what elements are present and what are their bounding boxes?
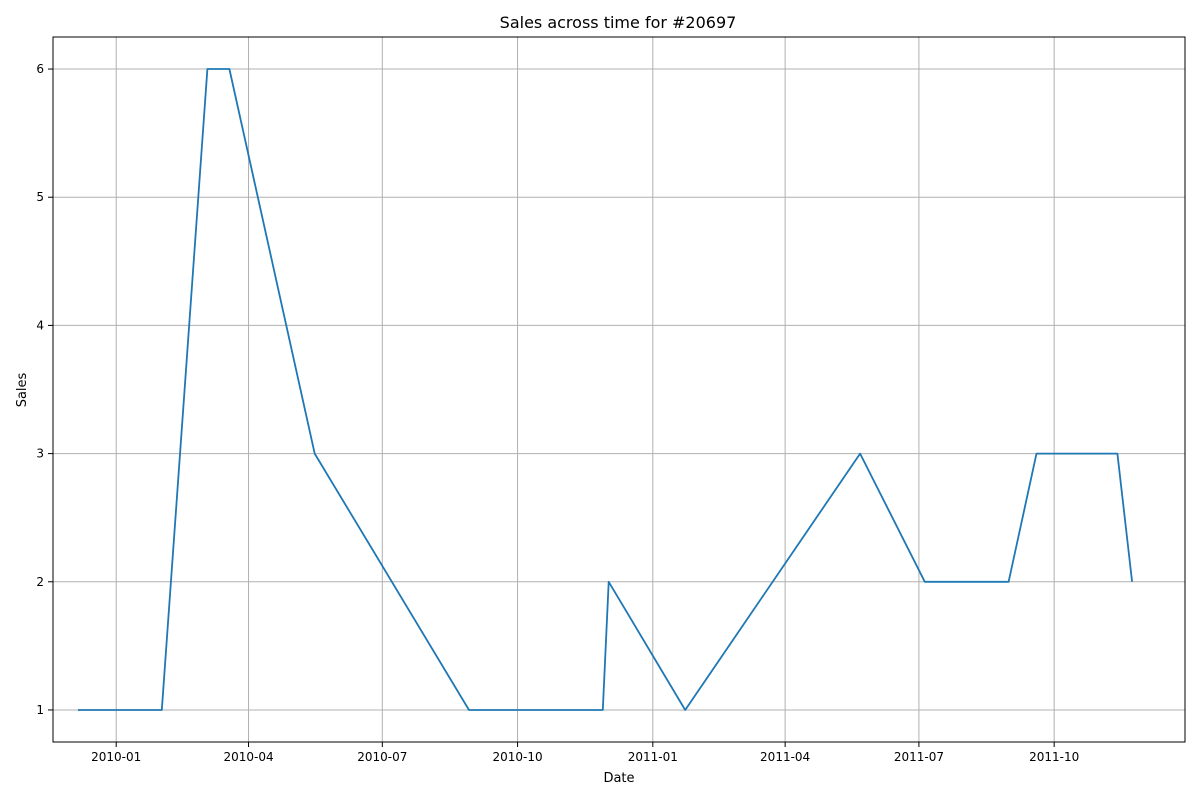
grid-layer (53, 37, 1185, 742)
y-tick-label: 4 (36, 318, 44, 332)
x-tick-label: 2010-07 (357, 750, 407, 764)
x-tick-label: 2011-07 (894, 750, 944, 764)
x-tick-label: 2010-10 (492, 750, 542, 764)
x-tick-label: 2011-10 (1029, 750, 1079, 764)
y-tick-label: 1 (36, 703, 44, 717)
tick-layer: 2010-01 2010-04 2010-07 2010-10 2011-01 2011-… (36, 62, 1079, 764)
x-tick-label: 2010-04 (223, 750, 273, 764)
series-layer (77, 68, 1133, 711)
x-tick-label: 2011-01 (628, 750, 678, 764)
chart-title: Sales across time for #20697 (500, 13, 737, 32)
y-axis-label: Sales (15, 372, 30, 407)
y-tick-label: 3 (36, 447, 44, 461)
y-tick-label: 6 (36, 62, 44, 76)
plot-frame (52, 36, 1186, 743)
x-tick-label: 2011-04 (760, 750, 810, 764)
y-tick-label: 5 (36, 190, 44, 204)
x-tick-label: 2010-01 (91, 750, 141, 764)
sales-series-line (78, 68, 1133, 711)
y-tick-label: 2 (36, 575, 44, 589)
x-axis-label: Date (603, 771, 634, 786)
